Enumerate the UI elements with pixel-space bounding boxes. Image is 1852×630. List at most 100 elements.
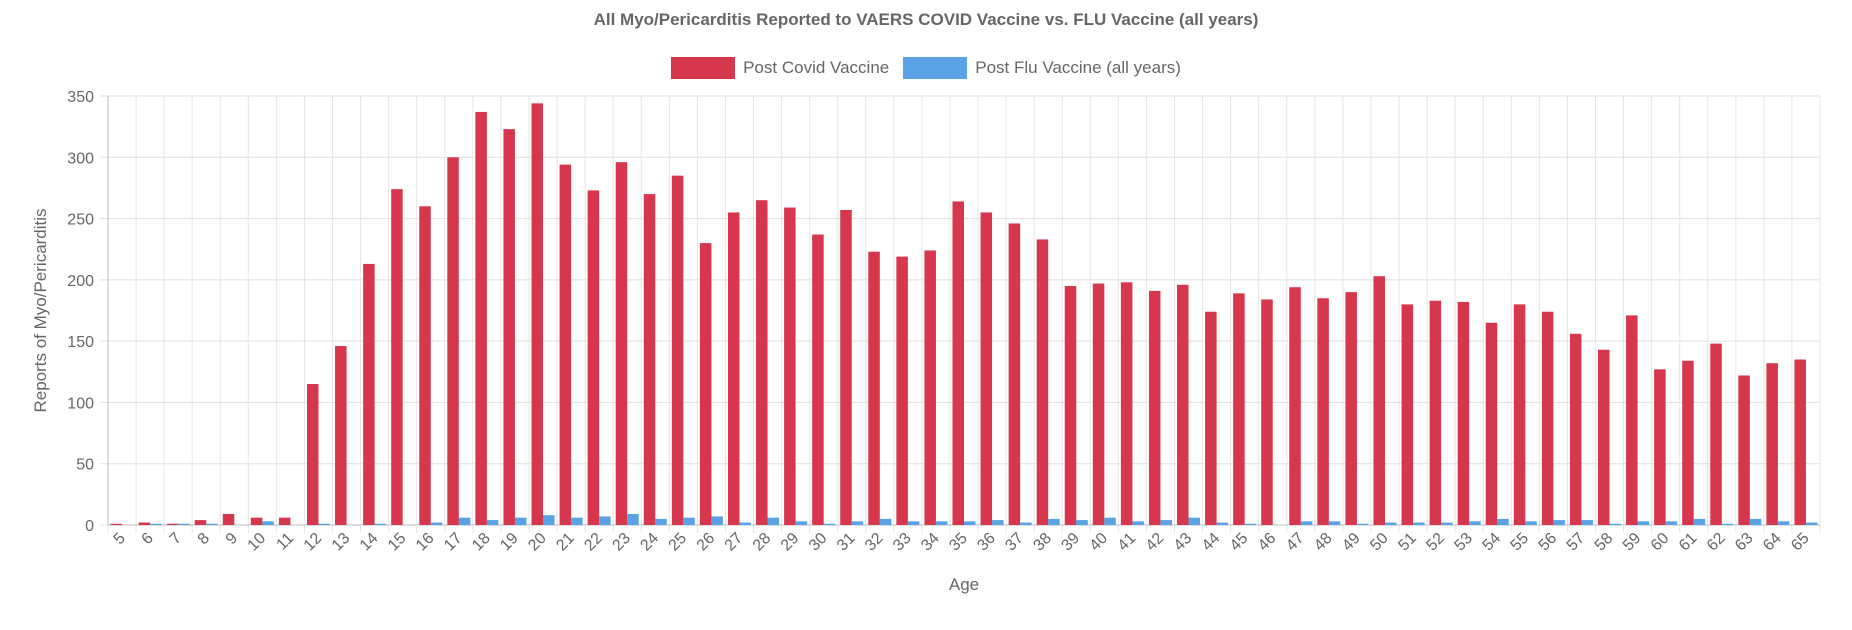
x-tick-label: 19	[497, 530, 522, 555]
x-tick-label: 49	[1339, 530, 1364, 555]
bar-covid	[391, 189, 403, 525]
y-tick-label: 250	[67, 212, 94, 229]
x-tick-label: 28	[750, 530, 775, 555]
bar-flu	[1525, 521, 1537, 525]
x-tick-label: 53	[1451, 530, 1476, 555]
x-tick-label: 51	[1395, 530, 1420, 555]
x-tick-label: 48	[1311, 530, 1336, 555]
y-tick-label: 50	[76, 457, 94, 474]
x-tick-label: 38	[1030, 530, 1055, 555]
bar-covid	[1345, 292, 1357, 525]
bar-covid	[503, 129, 515, 525]
bar-flu	[514, 517, 527, 525]
x-tick-label: 61	[1676, 530, 1701, 555]
x-tick-label: 60	[1648, 530, 1673, 555]
y-tick-label: 100	[67, 395, 94, 412]
bar-covid	[1541, 311, 1554, 525]
x-tick-label: 26	[694, 530, 719, 555]
bar-covid	[250, 517, 263, 525]
legend-item-covid[interactable]: Post Covid Vaccine	[671, 57, 889, 79]
bar-flu	[851, 521, 864, 525]
bar-covid	[278, 517, 291, 525]
bar-flu	[1132, 521, 1144, 525]
bar-covid	[1654, 369, 1666, 525]
bar-covid	[643, 194, 656, 526]
bar-flu	[1413, 522, 1425, 525]
bar-covid	[1513, 304, 1526, 525]
bar-covid	[1457, 301, 1470, 525]
bar-covid	[587, 190, 600, 525]
x-tick-label: 17	[441, 530, 466, 555]
bar-covid	[1794, 359, 1806, 525]
x-tick-label: 20	[525, 530, 550, 555]
legend: Post Covid Vaccine Post Flu Vaccine (all…	[0, 57, 1852, 79]
bar-covid	[363, 263, 375, 525]
bar-covid	[1598, 349, 1610, 525]
bar-flu	[543, 515, 555, 525]
x-tick-label: 13	[329, 530, 354, 555]
bar-flu	[1076, 520, 1088, 525]
x-tick-label: 63	[1732, 530, 1757, 555]
bar-flu	[374, 523, 387, 525]
bar-covid	[615, 162, 628, 525]
bar-covid	[166, 523, 179, 525]
legend-swatch-flu	[903, 57, 968, 79]
x-tick-label: 40	[1087, 530, 1112, 555]
bar-covid	[1710, 343, 1722, 525]
bar-covid	[1485, 322, 1498, 525]
bar-flu	[1216, 522, 1229, 525]
bar-flu	[879, 518, 892, 525]
bar-covid	[1092, 283, 1105, 525]
bar-flu	[1441, 522, 1453, 525]
x-tick-label: 24	[638, 530, 663, 555]
bar-flu	[1665, 521, 1678, 525]
x-tick-label: 31	[834, 530, 859, 555]
bar-covid	[531, 103, 544, 526]
bar-flu	[711, 516, 723, 525]
bar-covid	[1401, 304, 1414, 525]
bar-flu	[992, 520, 1004, 525]
bar-covid	[1682, 360, 1694, 525]
x-tick-label: 41	[1115, 530, 1140, 555]
bar-flu	[1188, 517, 1201, 525]
bar-covid	[756, 200, 768, 525]
legend-label-flu: Post Flu Vaccine (all years)	[975, 58, 1181, 77]
bar-flu	[571, 517, 583, 525]
bar-covid	[727, 212, 740, 525]
x-tick-label: 44	[1199, 530, 1224, 555]
x-tick-label: 29	[778, 530, 803, 555]
bar-flu	[655, 518, 667, 525]
bar-covid	[1317, 298, 1329, 525]
legend-item-flu[interactable]: Post Flu Vaccine (all years)	[903, 57, 1181, 79]
bar-flu	[150, 523, 162, 525]
bar-flu	[1020, 522, 1032, 525]
legend-label-covid: Post Covid Vaccine	[743, 58, 890, 77]
bar-flu	[627, 513, 639, 525]
x-tick-label: 42	[1143, 530, 1168, 555]
bar-covid	[1120, 282, 1133, 525]
x-tick-label: 47	[1283, 530, 1308, 555]
bar-covid	[1429, 300, 1442, 525]
bar-flu	[823, 523, 836, 525]
bar-covid	[1738, 375, 1750, 525]
bar-covid	[868, 251, 880, 525]
x-tick-label: 9	[223, 530, 241, 548]
bar-flu	[206, 523, 218, 525]
x-tick-label: 10	[245, 530, 270, 555]
bar-flu	[907, 521, 920, 525]
y-tick-label: 0	[85, 518, 94, 535]
x-tick-label: 58	[1592, 530, 1617, 555]
x-tick-label: 5	[111, 530, 129, 548]
x-tick-label: 25	[666, 530, 691, 555]
x-tick-label: 7	[167, 530, 185, 548]
x-tick-label: 23	[609, 530, 634, 555]
bar-flu	[599, 516, 611, 525]
bar-covid	[671, 175, 684, 525]
x-tick-label: 39	[1058, 530, 1083, 555]
bar-flu	[430, 522, 443, 525]
x-axis-title: Age	[949, 575, 979, 594]
bar-covid	[138, 522, 151, 525]
bar-flu	[178, 523, 190, 525]
x-tick-label: 36	[974, 530, 999, 555]
